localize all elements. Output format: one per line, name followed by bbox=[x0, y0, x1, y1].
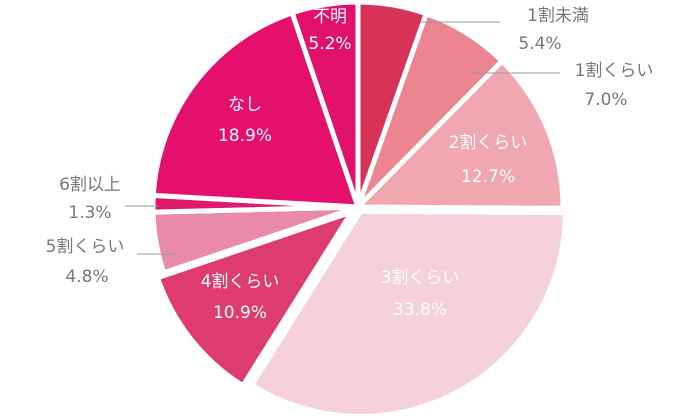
slice-7-label: 6割以上 bbox=[59, 175, 121, 195]
slice-7-percent: 1.3% bbox=[68, 203, 111, 223]
slice-5-wedge bbox=[154, 207, 358, 390]
pie-slices bbox=[150, 0, 568, 418]
slice-5-label: 4割くらい bbox=[201, 272, 280, 292]
slice-2-label: 1割くらい bbox=[575, 61, 654, 81]
slice-3-wedge bbox=[352, 57, 566, 211]
slice-8-label: なし bbox=[228, 95, 262, 115]
slice-9-percent: 5.2% bbox=[308, 34, 351, 54]
slice-2-percent: 7.0% bbox=[584, 90, 627, 110]
leader-lines bbox=[125, 21, 560, 255]
slice-1-percent: 5.4% bbox=[518, 34, 561, 54]
slice-labels: 1割未満 5.4% 1割くらい 7.0% 2割くらい 12.7% 3割くらい 33.8% 4割く… bbox=[46, 6, 654, 323]
slice-9-wedge bbox=[289, 0, 361, 208]
slice-6-label: 5割くらい bbox=[46, 237, 125, 257]
slice-9-label: 不明 bbox=[313, 7, 347, 27]
slice-3-percent: 12.7% bbox=[461, 167, 515, 187]
slice-8-percent: 18.9% bbox=[218, 126, 272, 146]
slice-5-percent: 10.9% bbox=[213, 303, 267, 323]
slice-4-wedge bbox=[248, 208, 568, 418]
slice-6-percent: 4.8% bbox=[65, 267, 108, 287]
slice-3-label: 2割くらい bbox=[449, 133, 528, 153]
slice-4-percent: 33.8% bbox=[393, 300, 447, 320]
slice-4-label: 3割くらい bbox=[381, 268, 460, 288]
slice-1-label: 1割未満 bbox=[527, 6, 589, 26]
